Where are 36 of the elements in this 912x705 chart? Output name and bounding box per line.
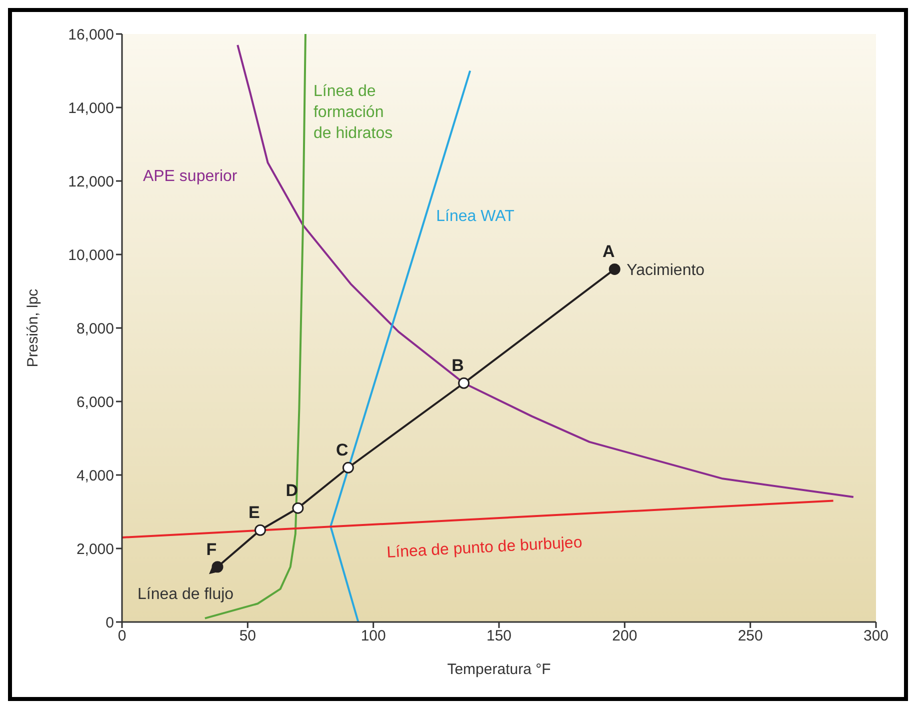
x-tick-label: 150 xyxy=(486,628,512,645)
x-tick-label: 50 xyxy=(239,628,256,645)
annotation: Línea de flujo xyxy=(138,586,234,603)
y-tick-label: 6,000 xyxy=(76,394,114,411)
y-tick-label: 14,000 xyxy=(68,100,114,117)
y-tick-label: 10,000 xyxy=(68,246,114,264)
x-tick-label: 0 xyxy=(118,628,126,645)
x-axis-title: Temperatura °F xyxy=(447,661,551,678)
y-tick-label: 0 xyxy=(106,614,114,632)
data-label: A xyxy=(602,242,615,262)
data-label: B xyxy=(452,356,464,376)
point xyxy=(342,462,354,474)
point xyxy=(254,524,266,536)
x-tick-label: 100 xyxy=(360,628,386,645)
point xyxy=(458,377,470,389)
data-label: E xyxy=(248,503,260,522)
data-label: C xyxy=(336,440,348,460)
series-label: APE superior xyxy=(142,168,238,186)
line-series xyxy=(236,44,854,498)
x-tick-label: 200 xyxy=(612,628,638,645)
y-tick-label: 2,000 xyxy=(76,540,114,558)
y-tick-label: 8,000 xyxy=(76,320,114,338)
point xyxy=(608,263,620,275)
y-tick-label: 12,000 xyxy=(68,173,114,190)
y-tick-label: 4,000 xyxy=(76,467,114,484)
data-label: F xyxy=(206,540,217,559)
point xyxy=(292,502,304,514)
series-label: Línea WAT xyxy=(436,208,515,225)
y-axis-title: Presión, lpc xyxy=(24,288,42,368)
point xyxy=(212,561,224,573)
x-tick-label: 300 xyxy=(863,628,889,645)
y-tick-label: 16,000 xyxy=(68,26,114,44)
annotation: Yacimiento xyxy=(626,262,705,280)
x-tick-label: 250 xyxy=(738,628,763,645)
series-label: Línea de formación de hidratos xyxy=(313,83,393,142)
series-label: Línea de punto de burbujeo xyxy=(386,534,583,562)
